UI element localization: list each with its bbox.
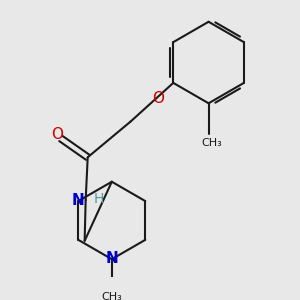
Text: H: H xyxy=(94,192,104,206)
Text: N: N xyxy=(71,193,84,208)
Text: N: N xyxy=(105,251,118,266)
Text: O: O xyxy=(152,91,164,106)
Text: O: O xyxy=(51,127,63,142)
Text: CH₃: CH₃ xyxy=(101,292,122,300)
Text: CH₃: CH₃ xyxy=(201,138,222,148)
